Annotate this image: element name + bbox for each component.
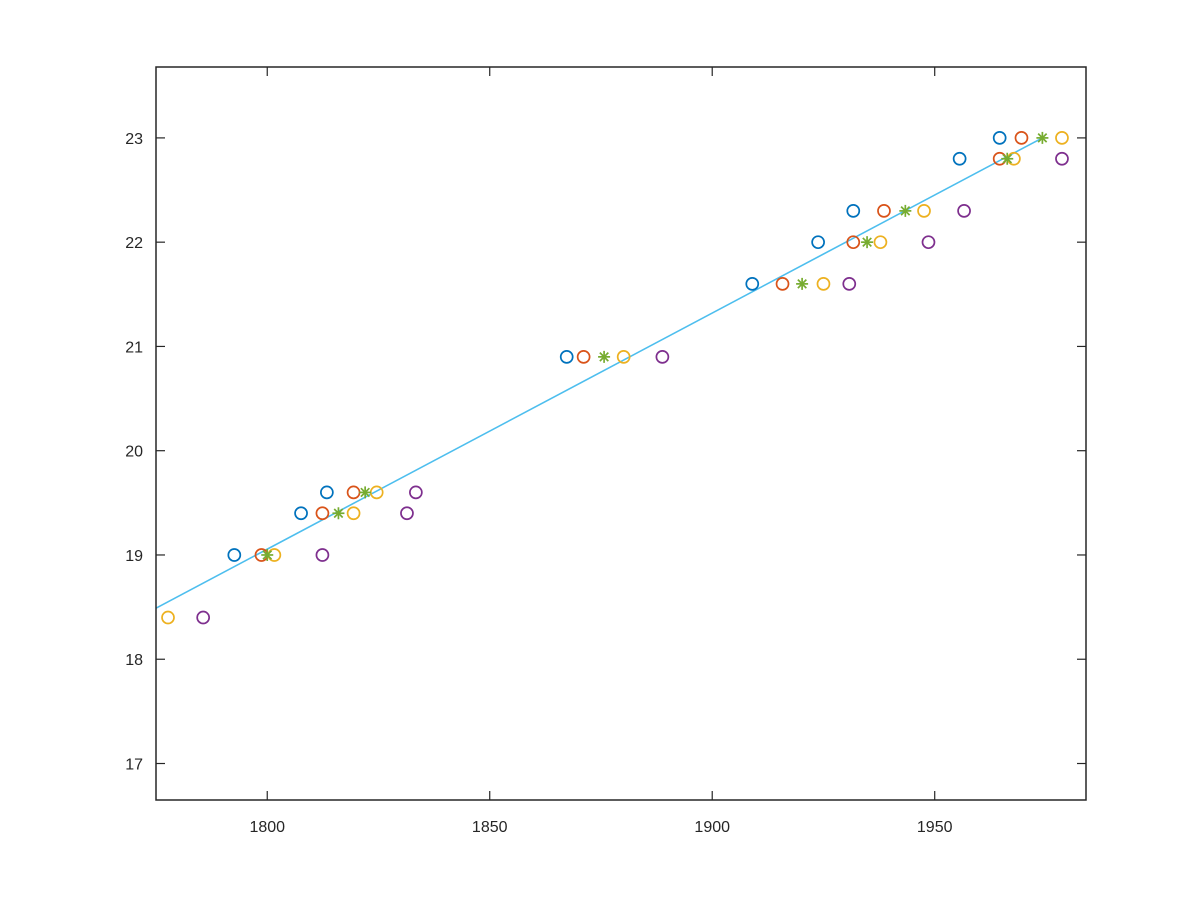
data-point-series-2 — [315, 506, 330, 521]
data-point-series-1 — [227, 548, 242, 562]
y-tick-label: 23 — [125, 131, 143, 148]
data-point-series-5 — [899, 204, 912, 217]
plot-area — [156, 67, 1086, 800]
data-point-series-3 — [346, 506, 361, 521]
data-point-series-1 — [952, 151, 967, 166]
axes-box — [155, 66, 1087, 801]
y-tick-label: 22 — [125, 235, 143, 252]
data-point-series-4 — [409, 485, 423, 500]
fit-line — [155, 137, 1043, 609]
data-point-series-5 — [261, 548, 274, 561]
data-point-series-4 — [655, 350, 670, 364]
data-point-series-4 — [1055, 151, 1069, 166]
y-tick-label: 21 — [125, 339, 143, 356]
data-point-series-3 — [1055, 131, 1069, 145]
axes: 1800 1850 1900 1950 17 18 19 20 21 22 23 — [125, 67, 1086, 836]
data-point-series-3 — [616, 350, 631, 364]
data-point-series-1 — [745, 277, 760, 291]
data-point-series-4 — [315, 548, 330, 562]
data-point-series-1 — [846, 204, 861, 218]
data-point-series-4 — [921, 235, 936, 250]
data-point-series-2 — [775, 277, 790, 291]
y-tick-label: 20 — [125, 444, 143, 461]
x-tick-label: 1850 — [472, 819, 508, 836]
data-point-series-5 — [861, 236, 874, 249]
data-point-series-3 — [917, 204, 931, 218]
y-tick-label: 19 — [125, 548, 143, 565]
data-point-series-2 — [576, 350, 591, 364]
y-tick-label: 18 — [125, 652, 143, 669]
data-point-series-1 — [320, 485, 334, 500]
x-tick-label: 1950 — [917, 819, 953, 836]
y-tick-label: 17 — [125, 757, 143, 774]
data-point-series-3 — [816, 277, 831, 291]
data-point-series-2 — [877, 204, 891, 218]
data-point-series-1 — [992, 131, 1007, 145]
data-point-series-1 — [559, 350, 574, 364]
data-point-series-3 — [873, 235, 888, 250]
data-point-series-4 — [842, 277, 857, 291]
data-point-series-1 — [294, 506, 308, 521]
data-point-series-4 — [196, 610, 211, 625]
data-point-series-2 — [846, 235, 861, 250]
data-point-series-1 — [811, 235, 825, 250]
data-point-series-4 — [400, 506, 414, 521]
data-marks — [155, 131, 1069, 625]
data-point-series-5 — [332, 507, 345, 520]
data-point-series-3 — [161, 610, 175, 625]
x-tick-label: 1800 — [249, 819, 285, 836]
data-point-series-5 — [598, 350, 611, 363]
data-point-series-5 — [1036, 131, 1049, 144]
data-point-series-5 — [796, 277, 809, 290]
data-point-series-5 — [359, 486, 372, 499]
data-point-series-2 — [1014, 131, 1029, 145]
data-point-series-4 — [957, 204, 971, 218]
data-point-series-5 — [1001, 152, 1014, 165]
x-tick-label: 1900 — [694, 819, 730, 836]
